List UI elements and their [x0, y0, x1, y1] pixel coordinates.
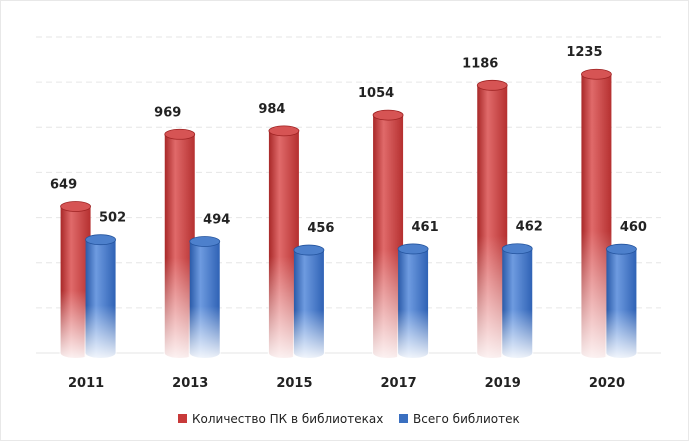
x-tick-2011: 2011 [68, 376, 104, 391]
data-label-pc-2015: 984 [258, 102, 285, 117]
bar-top-cap [60, 201, 91, 212]
bar-fade [292, 250, 325, 359]
x-tick-2015: 2015 [276, 376, 312, 391]
data-label-libraries-2011: 502 [99, 211, 126, 226]
bar-fade [605, 249, 638, 359]
legend-label-series-1: Всего библиотек [413, 412, 520, 426]
bar-top-cap [268, 125, 300, 137]
data-labels-group: 649 502 969 494 984 456 1054 461 1186 462 1235 460 [50, 45, 647, 236]
bars-group [59, 68, 638, 360]
bar-fade [84, 239, 117, 359]
bar-top-cap [606, 243, 637, 255]
data-label-libraries-2017: 461 [412, 220, 439, 235]
data-label-pc-2011: 649 [50, 178, 77, 193]
x-tick-2019: 2019 [485, 376, 521, 391]
data-label-libraries-2019: 462 [516, 220, 543, 235]
data-label-libraries-2015: 456 [307, 221, 334, 236]
bar-fade [501, 248, 534, 359]
data-label-libraries-2020: 460 [620, 220, 647, 235]
bar-fade [397, 248, 430, 359]
data-label-pc-2013: 969 [154, 105, 181, 120]
bar-libraries-2020 [605, 243, 638, 359]
data-label-libraries-2013: 494 [203, 212, 230, 227]
bar-top-cap [189, 236, 221, 247]
bar-top-cap [476, 79, 508, 91]
bar-top-cap [501, 243, 533, 255]
x-tick-2013: 2013 [172, 376, 208, 391]
gridlines [36, 36, 661, 354]
x-axis-ticks: 2011 2013 2015 2017 2019 2020 [68, 376, 625, 391]
legend: Количество ПК в библиотеках Всего библио… [178, 412, 520, 426]
bar-top-cap [164, 128, 196, 140]
legend-swatch-series-0 [178, 414, 187, 423]
legend-label-series-0: Количество ПК в библиотеках [192, 412, 383, 426]
bar-libraries-2013 [188, 236, 221, 359]
bar-libraries-2011 [84, 234, 117, 359]
bar-top-cap [85, 234, 116, 246]
x-tick-2020: 2020 [589, 376, 625, 391]
x-tick-2017: 2017 [380, 376, 416, 391]
data-label-pc-2017: 1054 [358, 86, 394, 101]
bar-pc-2011 [59, 201, 92, 359]
bar-top-cap [397, 243, 429, 255]
bar-pc-2017 [372, 109, 405, 360]
bar-libraries-2015 [292, 244, 325, 359]
bar-pc-2015 [267, 125, 300, 359]
data-label-pc-2020: 1235 [566, 45, 602, 60]
bar-fade [188, 241, 221, 359]
bar-top-cap [372, 109, 404, 121]
bar-top-cap [293, 244, 325, 256]
bar-libraries-2019 [501, 243, 534, 359]
bar-top-cap [581, 68, 612, 80]
data-label-pc-2019: 1186 [462, 56, 498, 71]
legend-swatch-series-1 [399, 414, 408, 423]
bar-libraries-2017 [397, 243, 430, 359]
